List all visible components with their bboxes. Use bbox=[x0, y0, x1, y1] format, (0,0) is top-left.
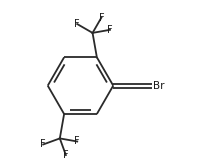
Text: F: F bbox=[63, 150, 68, 160]
Text: Br: Br bbox=[152, 81, 164, 91]
Text: F: F bbox=[98, 13, 104, 23]
Text: F: F bbox=[40, 139, 46, 149]
Text: F: F bbox=[74, 136, 80, 146]
Text: F: F bbox=[74, 19, 80, 29]
Text: F: F bbox=[107, 25, 112, 35]
